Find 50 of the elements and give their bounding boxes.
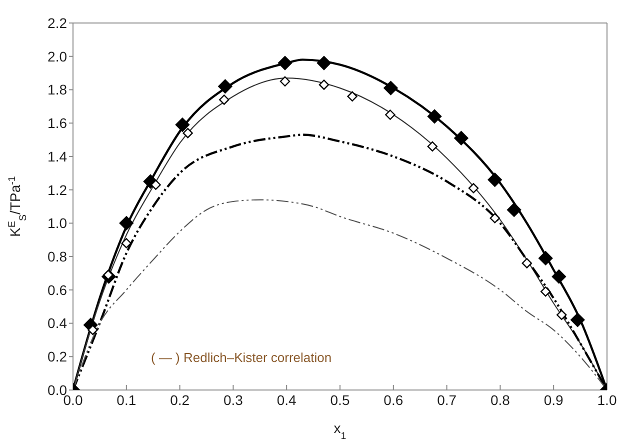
point [318, 80, 330, 90]
y-tick-label: 0.2 [48, 348, 68, 365]
point [427, 141, 438, 152]
point [552, 269, 566, 284]
point [522, 258, 532, 268]
point [218, 79, 232, 94]
y-tick-label: 0.4 [48, 315, 68, 332]
x-tick-label: 0.9 [544, 392, 564, 408]
point [540, 286, 551, 297]
point [175, 118, 190, 132]
y-tick-label: 1.0 [48, 215, 68, 232]
point [488, 172, 502, 187]
x-tick-label: 1.0 [597, 392, 617, 408]
x-tick-label: 0.1 [116, 392, 136, 408]
x-tick-label: 0.3 [223, 392, 244, 408]
y-tick-label: 0.8 [48, 248, 68, 265]
point [538, 251, 553, 266]
point [121, 238, 132, 248]
x-tick-label: 0.8 [490, 392, 510, 408]
x-tick-label: 0.2 [170, 392, 190, 408]
point [182, 128, 193, 138]
x-tick-label: 0.6 [384, 392, 404, 408]
y-tick-label: 0.6 [48, 282, 68, 298]
y-tick-label: 1.2 [48, 182, 68, 198]
point [556, 310, 567, 320]
y-tick-label: 1.4 [48, 148, 68, 164]
point [280, 76, 290, 86]
point [385, 110, 396, 120]
point [219, 94, 230, 105]
point [278, 56, 292, 70]
x-axis-title: x$_{1}$ [334, 420, 346, 442]
point [454, 131, 468, 146]
point [347, 91, 358, 102]
point [506, 202, 522, 217]
y-tick-label: 1.6 [48, 115, 68, 132]
point [316, 56, 332, 70]
point [88, 324, 98, 336]
x-tick-label: 0.4 [276, 392, 297, 408]
y-tick-label: 1.8 [48, 82, 68, 98]
point [427, 109, 442, 124]
x-tick-label: 0.7 [437, 392, 457, 408]
point [384, 80, 398, 96]
point [570, 312, 585, 328]
y-tick-label: 2.2 [48, 14, 68, 31]
point [119, 216, 134, 230]
point [490, 213, 500, 224]
y-tick-label: 2.0 [48, 48, 68, 64]
x-tick-label: 0.5 [330, 392, 350, 408]
point [468, 183, 479, 194]
annotation: ( — ) Redlich–Kister correlation [151, 350, 332, 365]
